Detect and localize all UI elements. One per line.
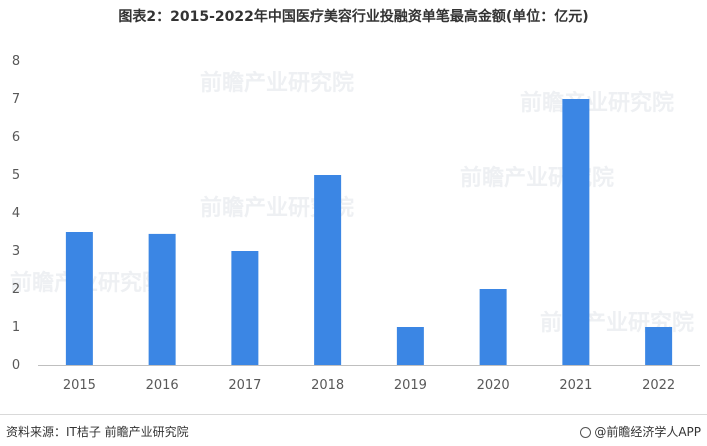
- bar-2017: [231, 251, 259, 365]
- watermark: 前瞻产业研究院: [460, 165, 614, 191]
- bar-chart: 前瞻产业研究院 前瞻产业研究院 前瞻产业研究院 前瞻产业研究院 前瞻产业研究院 …: [10, 54, 700, 393]
- bar-2021: [562, 99, 590, 365]
- x-axis: 2015 2016 2017 2018 2019 2020 2021 2022: [63, 378, 675, 393]
- brand-text: @前瞻经济学人APP: [594, 425, 701, 439]
- bars: [65, 99, 673, 365]
- y-tick-label: 2: [12, 282, 20, 297]
- bar-2018: [314, 175, 342, 365]
- y-tick-label: 6: [12, 130, 20, 145]
- watermark: 前瞻产业研究院: [520, 90, 674, 116]
- y-axis: 0 1 2 3 4 5 6 7 8: [12, 54, 20, 373]
- y-tick-label: 7: [12, 92, 20, 107]
- watermarks: 前瞻产业研究院 前瞻产业研究院 前瞻产业研究院 前瞻产业研究院 前瞻产业研究院 …: [10, 70, 694, 336]
- x-tick-label: 2018: [311, 378, 344, 393]
- x-tick-label: 2017: [228, 378, 261, 393]
- x-tick-label: 2022: [642, 378, 675, 393]
- y-tick-label: 4: [12, 206, 20, 221]
- bar-2020: [479, 289, 507, 365]
- y-tick-label: 3: [12, 244, 20, 259]
- x-tick-label: 2019: [394, 378, 427, 393]
- x-tick-label: 2020: [477, 378, 510, 393]
- y-tick-label: 5: [12, 168, 20, 183]
- y-tick-label: 1: [12, 320, 20, 335]
- y-tick-label: 8: [12, 54, 20, 69]
- x-tick-label: 2016: [146, 378, 179, 393]
- footer: 资料来源：IT桔子 前瞻产业研究院 @前瞻经济学人APP: [0, 414, 707, 446]
- source-note: 资料来源：IT桔子 前瞻产业研究院: [6, 425, 189, 439]
- bar-2022: [645, 327, 673, 365]
- brand-label: @前瞻经济学人APP: [580, 423, 701, 440]
- chart-title: 图表2：2015-2022年中国医疗美容行业投融资单笔最高金额(单位：亿元): [118, 9, 589, 25]
- y-tick-label: 0: [12, 358, 20, 373]
- x-tick-label: 2021: [559, 378, 592, 393]
- bar-2016: [148, 233, 176, 365]
- x-tick-label: 2015: [63, 378, 96, 393]
- brand-icon: [580, 427, 592, 438]
- bar-2015: [65, 232, 93, 365]
- bar-2019: [396, 327, 424, 365]
- watermark: 前瞻产业研究院: [200, 70, 354, 96]
